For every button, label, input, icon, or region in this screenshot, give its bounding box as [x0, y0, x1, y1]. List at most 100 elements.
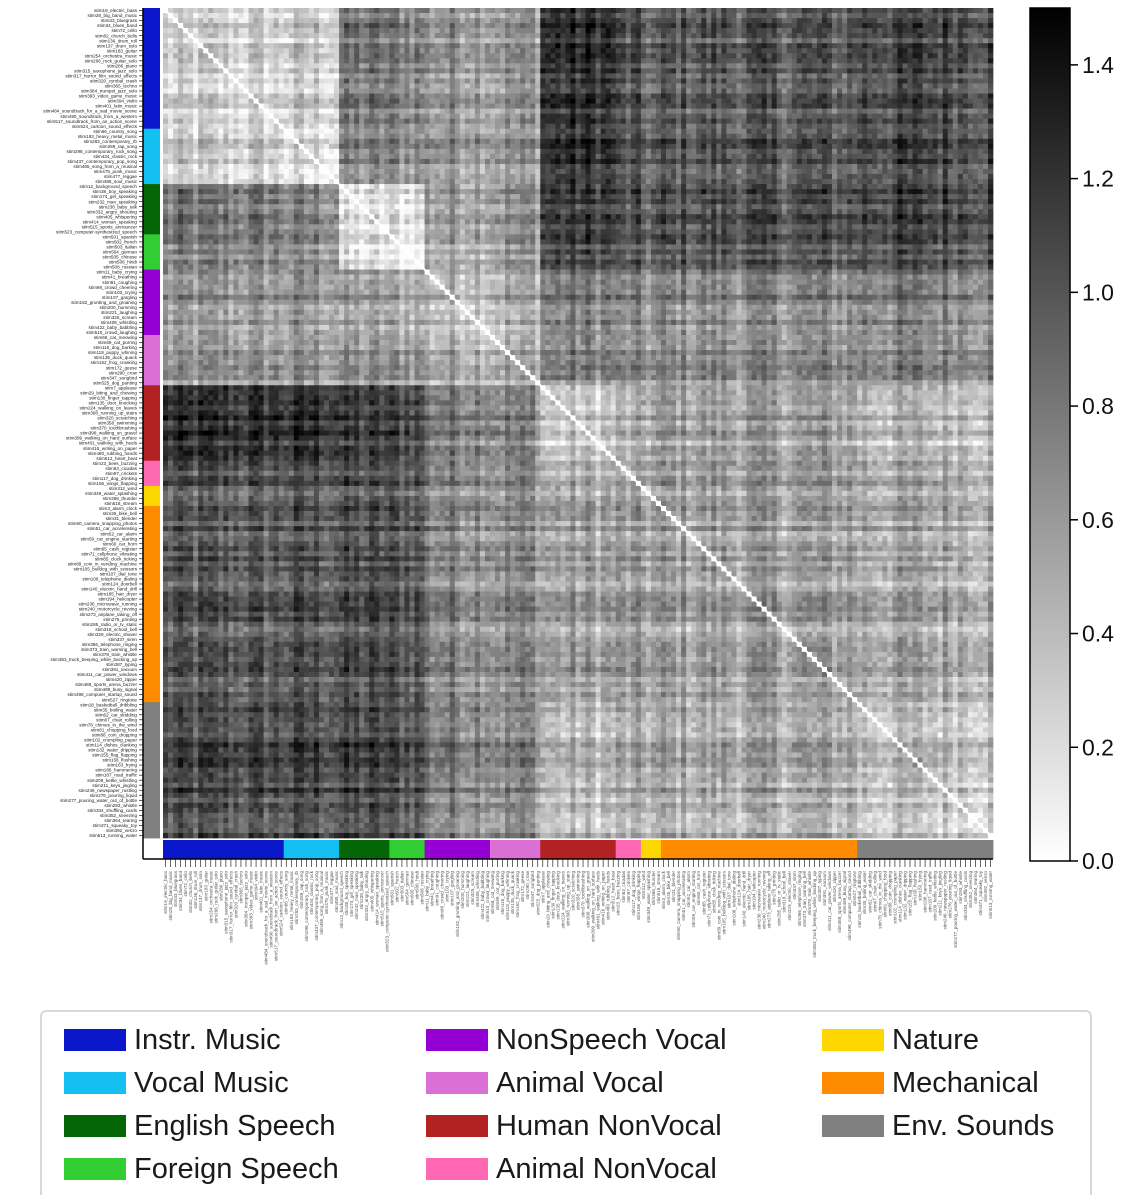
heatmap-cell: [656, 83, 661, 88]
heatmap-cell: [626, 114, 631, 119]
heatmap-cell: [636, 139, 641, 144]
heatmap-cell: [425, 119, 430, 124]
heatmap-cell: [787, 88, 792, 93]
heatmap-cell: [907, 83, 912, 88]
heatmap-cell: [887, 109, 892, 114]
heatmap-cell: [404, 48, 409, 53]
heatmap-cell: [641, 88, 646, 93]
heatmap-cell: [726, 99, 731, 104]
heatmap-cell: [822, 88, 827, 93]
heatmap-cell: [696, 144, 701, 149]
heatmap-cell: [676, 8, 681, 13]
heatmap-cell: [183, 124, 188, 129]
heatmap-cell: [782, 139, 787, 144]
heatmap-cell: [691, 58, 696, 63]
heatmap-cell: [731, 48, 736, 53]
heatmap-cell: [752, 18, 757, 23]
row-label: stim513_running_water: [89, 833, 137, 838]
heatmap-cell: [188, 53, 193, 58]
heatmap-cell: [460, 78, 465, 83]
heatmap-cell: [510, 33, 515, 38]
heatmap-cell: [309, 28, 314, 33]
heatmap-cell: [208, 104, 213, 109]
heatmap-cell: [269, 38, 274, 43]
heatmap-cell: [379, 13, 384, 18]
heatmap-cell: [807, 94, 812, 99]
heatmap-cell: [475, 38, 480, 43]
heatmap-cell: [198, 134, 203, 139]
heatmap-cell: [983, 109, 988, 114]
heatmap-cell: [691, 43, 696, 48]
heatmap-cell: [324, 99, 329, 104]
heatmap-cell: [198, 33, 203, 38]
heatmap-cell: [611, 58, 616, 63]
heatmap-cell: [324, 8, 329, 13]
heatmap-cell: [897, 139, 902, 144]
heatmap-cell: [772, 78, 777, 83]
heatmap-cell: [515, 124, 520, 129]
heatmap-cell: [289, 28, 294, 33]
heatmap-cell: [892, 129, 897, 134]
heatmap-cell: [545, 99, 550, 104]
heatmap-cell: [404, 99, 409, 104]
heatmap-cell: [907, 63, 912, 68]
heatmap-cell: [415, 58, 420, 63]
heatmap-cell: [671, 28, 676, 33]
heatmap-cell: [254, 78, 259, 83]
heatmap-cell: [560, 68, 565, 73]
heatmap-cell: [747, 114, 752, 119]
heatmap-cell: [847, 139, 852, 144]
heatmap-cell: [601, 63, 606, 68]
heatmap-cell: [233, 94, 238, 99]
heatmap-cell: [284, 63, 289, 68]
heatmap-cell: [540, 18, 545, 23]
heatmap-cell: [565, 23, 570, 28]
heatmap-cell: [274, 73, 279, 78]
heatmap-cell: [218, 88, 223, 93]
heatmap-cell: [772, 48, 777, 53]
heatmap-cell: [626, 94, 631, 99]
heatmap-cell: [228, 104, 233, 109]
heatmap-cell: [968, 58, 973, 63]
heatmap-cell: [213, 18, 218, 23]
heatmap-cell: [213, 78, 218, 83]
heatmap-cell: [711, 124, 716, 129]
heatmap-cell: [736, 68, 741, 73]
heatmap-cell: [505, 23, 510, 28]
heatmap-cell: [747, 28, 752, 33]
heatmap-cell: [415, 18, 420, 23]
heatmap-cell: [339, 124, 344, 129]
heatmap-cell: [636, 94, 641, 99]
heatmap-cell: [706, 124, 711, 129]
heatmap-cell: [404, 38, 409, 43]
heatmap-cell: [274, 134, 279, 139]
heatmap-cell: [415, 104, 420, 109]
heatmap-cell: [913, 129, 918, 134]
heatmap-cell: [233, 88, 238, 93]
heatmap-cell: [701, 114, 706, 119]
heatmap-cell: [671, 104, 676, 109]
heatmap-cell: [827, 38, 832, 43]
heatmap-cell: [173, 94, 178, 99]
heatmap-cell: [872, 23, 877, 28]
heatmap-cell: [963, 94, 968, 99]
heatmap-cell: [741, 33, 746, 38]
heatmap-cell: [913, 88, 918, 93]
heatmap-cell: [203, 63, 208, 68]
heatmap-cell: [792, 48, 797, 53]
heatmap-cell: [601, 48, 606, 53]
heatmap-cell: [223, 58, 228, 63]
heatmap-cell: [455, 104, 460, 109]
heatmap-cell: [591, 119, 596, 124]
heatmap-cell: [550, 83, 555, 88]
heatmap-cell: [223, 13, 228, 18]
heatmap-cell: [767, 134, 772, 139]
heatmap-cell: [384, 28, 389, 33]
heatmap-cell: [857, 58, 862, 63]
heatmap-cell: [958, 33, 963, 38]
heatmap-cell: [299, 53, 304, 58]
heatmap-cell: [736, 23, 741, 28]
heatmap-cell: [399, 104, 404, 109]
heatmap-cell: [440, 73, 445, 78]
heatmap-cell: [374, 63, 379, 68]
